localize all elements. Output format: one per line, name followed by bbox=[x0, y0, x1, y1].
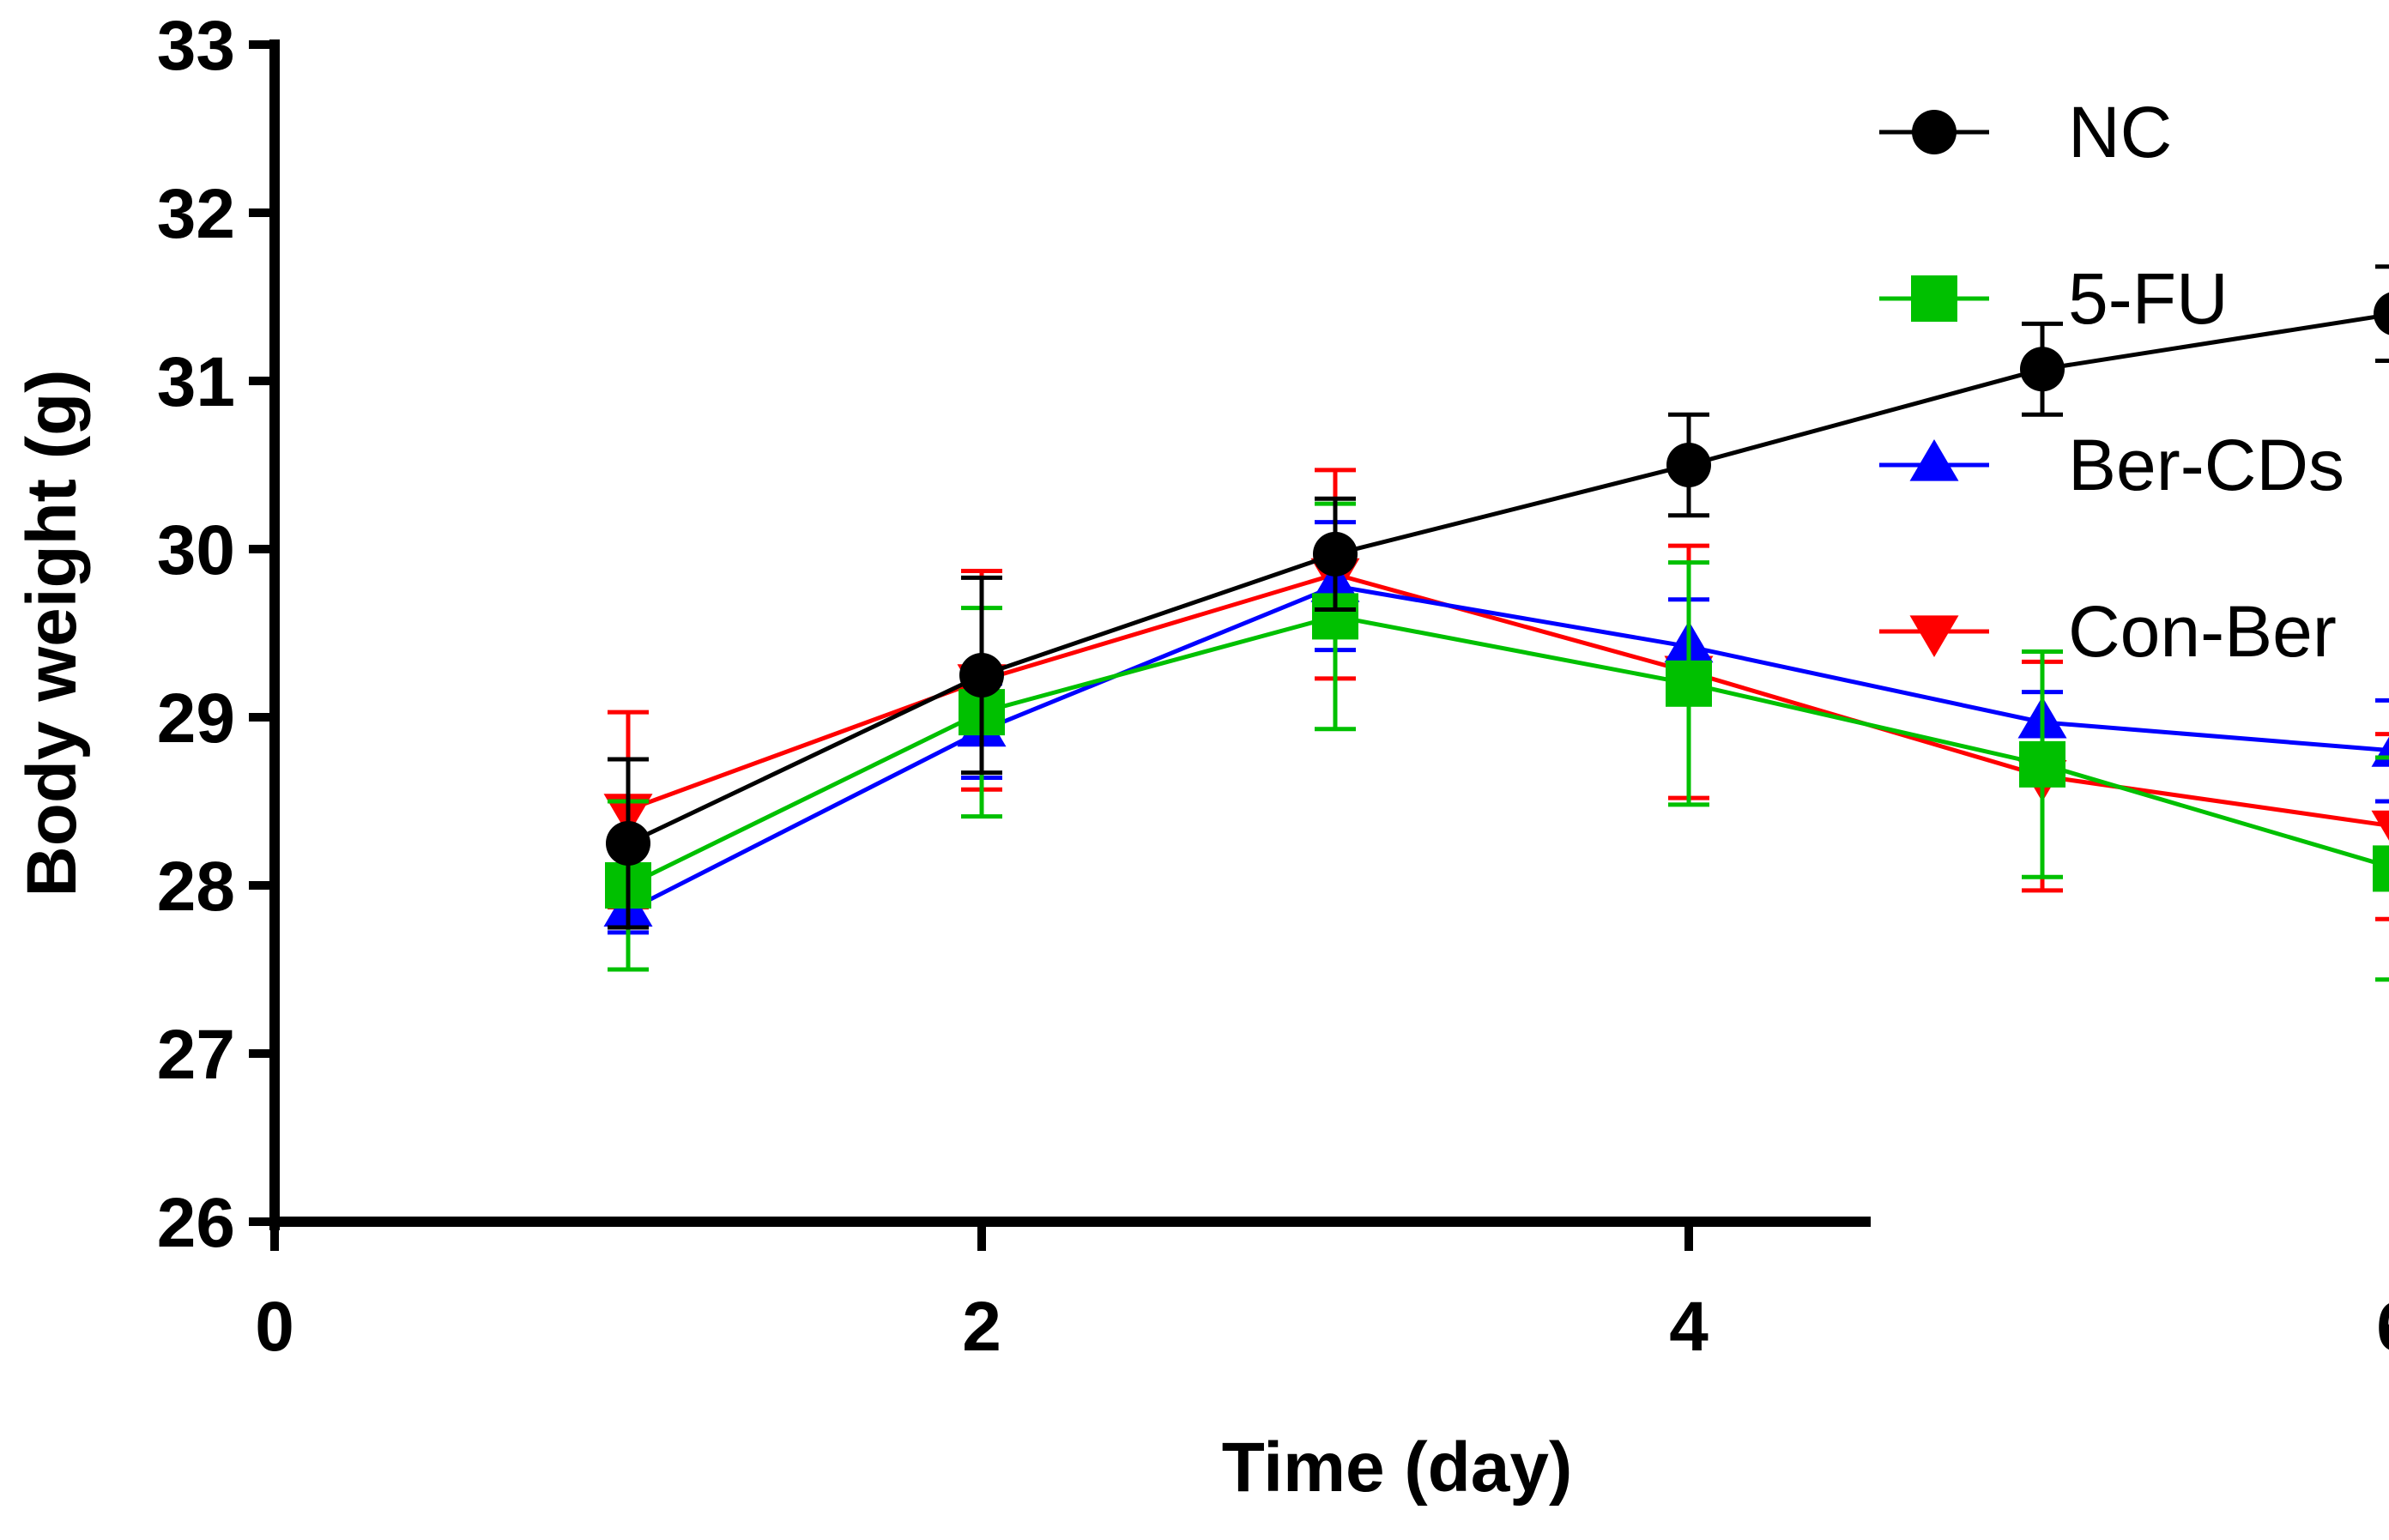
legend-item-ber-cds: Ber-CDs bbox=[1879, 425, 2344, 505]
legend-marker-nc bbox=[1912, 110, 1957, 154]
series-line-5-fu bbox=[628, 616, 2389, 1033]
legend-label-con-ber: Con-Ber bbox=[2068, 591, 2337, 672]
legend-label-nc: NC bbox=[2068, 92, 2172, 172]
data-point-nc-day-4 bbox=[1666, 443, 1711, 487]
data-point-nc-day-1 bbox=[606, 821, 650, 866]
y-axis-title: Body weight (g) bbox=[13, 370, 91, 897]
x-tick-label-6: 6 bbox=[2376, 1288, 2389, 1366]
x-tick-label-0: 0 bbox=[255, 1288, 294, 1366]
data-point-nc-day-2 bbox=[959, 653, 1004, 698]
y-tick-label-33: 33 bbox=[157, 7, 235, 85]
legend-label-ber-cds: Ber-CDs bbox=[2068, 425, 2344, 505]
x-axis-title: Time (day) bbox=[1222, 1428, 1573, 1507]
data-point-nc-day-6 bbox=[2374, 292, 2389, 336]
y-tick-label-26: 26 bbox=[157, 1184, 235, 1262]
legend: NC 5-FU Ber-CDs Con-Ber bbox=[1879, 92, 2344, 672]
data-point-nc-day-5 bbox=[2020, 347, 2065, 391]
y-tick-label-29: 29 bbox=[157, 679, 235, 758]
legend-label-5-fu: 5-FU bbox=[2068, 258, 2229, 339]
y-tick-label-28: 28 bbox=[157, 848, 235, 926]
data-point-ber-cds-day-6 bbox=[2372, 725, 2389, 767]
axes: 262728293031323302468 bbox=[157, 7, 2389, 1366]
y-tick-label-32: 32 bbox=[157, 175, 235, 253]
legend-item-con-ber: Con-Ber bbox=[1879, 591, 2337, 672]
data-point-5-fu-day-5 bbox=[2019, 741, 2065, 788]
legend-item-5-fu: 5-FU bbox=[1879, 258, 2229, 339]
data-point-nc-day-3 bbox=[1313, 532, 1358, 577]
y-tick-label-27: 27 bbox=[157, 1016, 235, 1094]
x-tick-label-4: 4 bbox=[1669, 1288, 1709, 1366]
y-tick-label-31: 31 bbox=[157, 343, 235, 421]
legend-marker-con-ber bbox=[1910, 615, 1959, 657]
x-tick-label-2: 2 bbox=[962, 1288, 1001, 1366]
y-tick-label-30: 30 bbox=[157, 511, 235, 589]
legend-marker-ber-cds bbox=[1910, 439, 1959, 481]
data-point-5-fu-day-6 bbox=[2373, 845, 2389, 891]
data-point-5-fu-day-4 bbox=[1666, 661, 1712, 707]
legend-item-nc: NC bbox=[1879, 92, 2172, 172]
legend-marker-5-fu bbox=[1911, 275, 1957, 322]
